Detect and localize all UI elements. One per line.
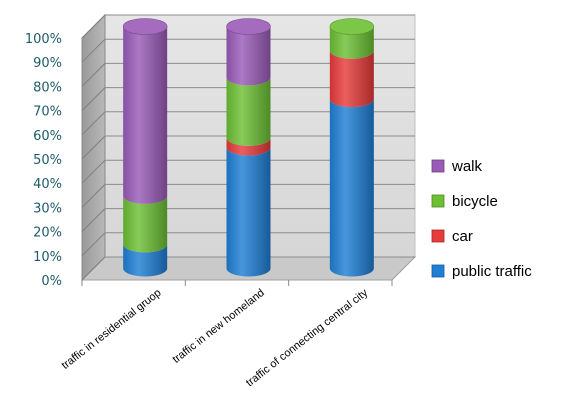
bar-body (123, 244, 168, 277)
legend-item: public traffic (431, 263, 532, 280)
legend-label: public traffic (452, 263, 532, 280)
bar-segment (226, 137, 271, 156)
bar-body (329, 26, 374, 59)
legend-label: car (452, 228, 473, 245)
legend-swatch (431, 194, 445, 208)
y-tick-label: 20% (33, 226, 62, 241)
bar-body (226, 26, 271, 86)
bar-body (226, 147, 271, 277)
x-axis-categories: traffic in residential gruop traffic in n… (59, 287, 370, 390)
gridline-side (81, 14, 106, 39)
bar-top-cap (329, 18, 375, 35)
gridline-side (81, 63, 106, 87)
bar-segment (329, 18, 375, 59)
gridline-side (81, 184, 106, 208)
legend-item: car (431, 228, 473, 245)
gridline-side (81, 111, 106, 136)
bar-body (123, 195, 168, 253)
x-category-label: traffic of connecting central city (244, 287, 371, 390)
y-tick-label: 40% (33, 177, 62, 192)
gridline-side (81, 208, 106, 232)
legend: walk bicycle car public traffic (431, 158, 532, 280)
y-tick-label: 0% (41, 274, 62, 289)
gridline-side (81, 135, 106, 160)
legend-swatch (431, 159, 445, 173)
y-tick-label: 30% (33, 201, 62, 216)
x-category-label: traffic in residential gruop (59, 287, 163, 372)
gridline-side (81, 87, 106, 111)
bar-segment (123, 244, 168, 277)
bar-body (226, 77, 271, 146)
bar-body (123, 26, 168, 204)
legend-swatch (431, 229, 445, 243)
y-tick-label: 100% (25, 32, 62, 47)
y-tick-label: 60% (33, 129, 62, 144)
legend-label: bicycle (452, 193, 498, 210)
y-tick-label: 10% (33, 250, 62, 265)
bar-body (329, 50, 374, 108)
legend-label: walk (451, 158, 483, 175)
bar-body (329, 99, 374, 277)
legend-item: walk (431, 158, 483, 175)
bar-segment (123, 195, 168, 253)
bar-segment (226, 18, 271, 86)
bar-segment (226, 147, 271, 277)
bar-segment (226, 77, 271, 146)
legend-swatch (431, 264, 445, 278)
bar-segment (122, 18, 168, 204)
bars (122, 18, 375, 277)
gridline-side (81, 232, 106, 257)
y-tick-label: 50% (33, 153, 62, 168)
gridline-side (81, 38, 106, 63)
bar-segment (329, 50, 374, 108)
gridline-side (81, 159, 106, 184)
x-category-label: traffic in new homeland (170, 287, 266, 366)
legend-item: bicycle (431, 193, 498, 210)
y-tick-label: 90% (33, 56, 62, 71)
gridline-side (81, 256, 106, 281)
y-tick-label: 80% (33, 80, 62, 95)
bar-top-cap (122, 18, 168, 35)
y-tick-label: 70% (33, 105, 62, 120)
bar-segment (329, 99, 374, 277)
bar-body (226, 137, 271, 156)
y-axis-ticks: 0% 10% 20% 30% 40% 50% 60% 70% 80% 90% 100% (25, 32, 62, 289)
bar-top-cap (226, 18, 271, 35)
